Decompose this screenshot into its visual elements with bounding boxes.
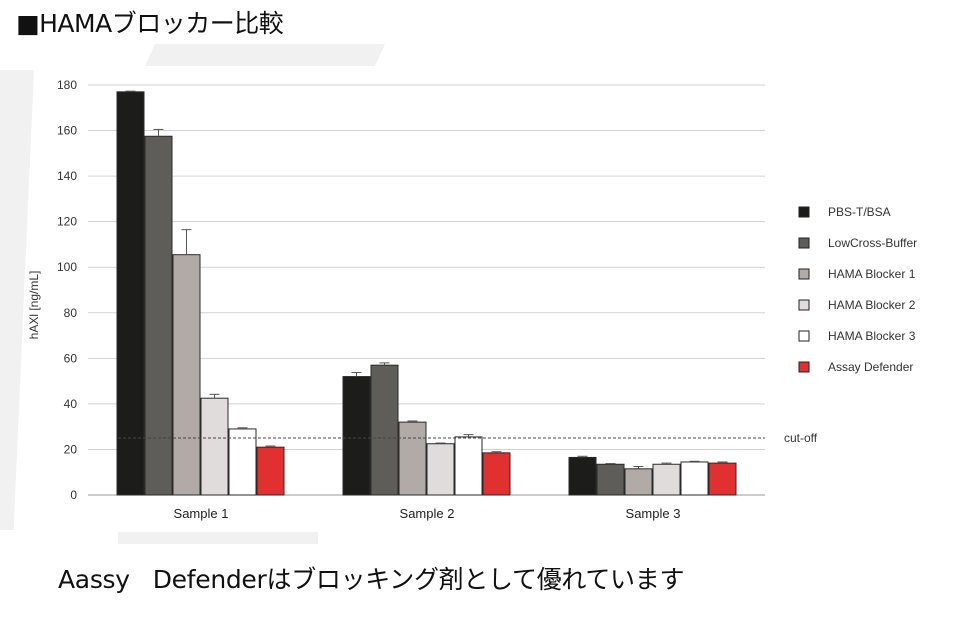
legend-label: HAMA Blocker 2	[828, 298, 916, 312]
bar	[398, 421, 427, 496]
x-category-label: Sample 3	[626, 506, 681, 521]
caption-text: Aassy Defenderはブロッキング剤として優れています	[58, 565, 685, 594]
y-tick-label: 120	[57, 215, 77, 229]
y-tick-label: 160	[57, 124, 77, 138]
legend-swatch	[798, 268, 810, 280]
legend-swatch	[798, 299, 810, 311]
y-tick-label: 180	[57, 78, 77, 92]
bar	[172, 254, 201, 496]
legend-label: HAMA Blocker 1	[828, 267, 916, 281]
bar	[708, 462, 737, 496]
bar	[596, 463, 625, 496]
y-tick-label: 20	[64, 442, 78, 456]
bar	[482, 452, 511, 496]
bar	[256, 446, 285, 496]
bar	[568, 456, 597, 496]
legend-label: HAMA Blocker 3	[828, 329, 916, 343]
y-tick-label: 100	[57, 260, 77, 274]
cutoff-label: cut-off	[784, 431, 818, 445]
y-tick-label: 80	[64, 306, 78, 320]
legend-swatch	[798, 361, 810, 373]
x-category-label: Sample 1	[174, 506, 229, 521]
y-tick-label: 60	[64, 351, 78, 365]
legend-label: PBS-T/BSA	[828, 205, 891, 219]
legend-label: LowCross-Buffer	[828, 236, 917, 250]
legend-swatch	[798, 237, 810, 249]
legend-label: Assay Defender	[828, 360, 913, 374]
y-tick-label: 140	[57, 169, 77, 183]
bar	[370, 364, 399, 496]
page-title: ■HAMAブロッカー比較	[16, 9, 284, 38]
bar	[680, 461, 709, 496]
bar	[200, 397, 229, 496]
legend-swatch	[798, 206, 810, 218]
bar	[652, 463, 681, 496]
bar	[624, 468, 653, 496]
decorative-band-bottom	[118, 532, 318, 544]
bar	[228, 428, 257, 496]
bar	[454, 436, 483, 496]
x-category-label: Sample 2	[400, 506, 455, 521]
bar	[342, 376, 371, 496]
y-tick-label: 40	[64, 397, 78, 411]
bar	[116, 91, 145, 496]
bar	[426, 443, 455, 496]
y-tick-label: 0	[70, 488, 77, 502]
bar	[144, 135, 173, 496]
legend-swatch	[798, 330, 810, 342]
y-axis-label: hAXl [ng/mL]	[27, 271, 41, 340]
